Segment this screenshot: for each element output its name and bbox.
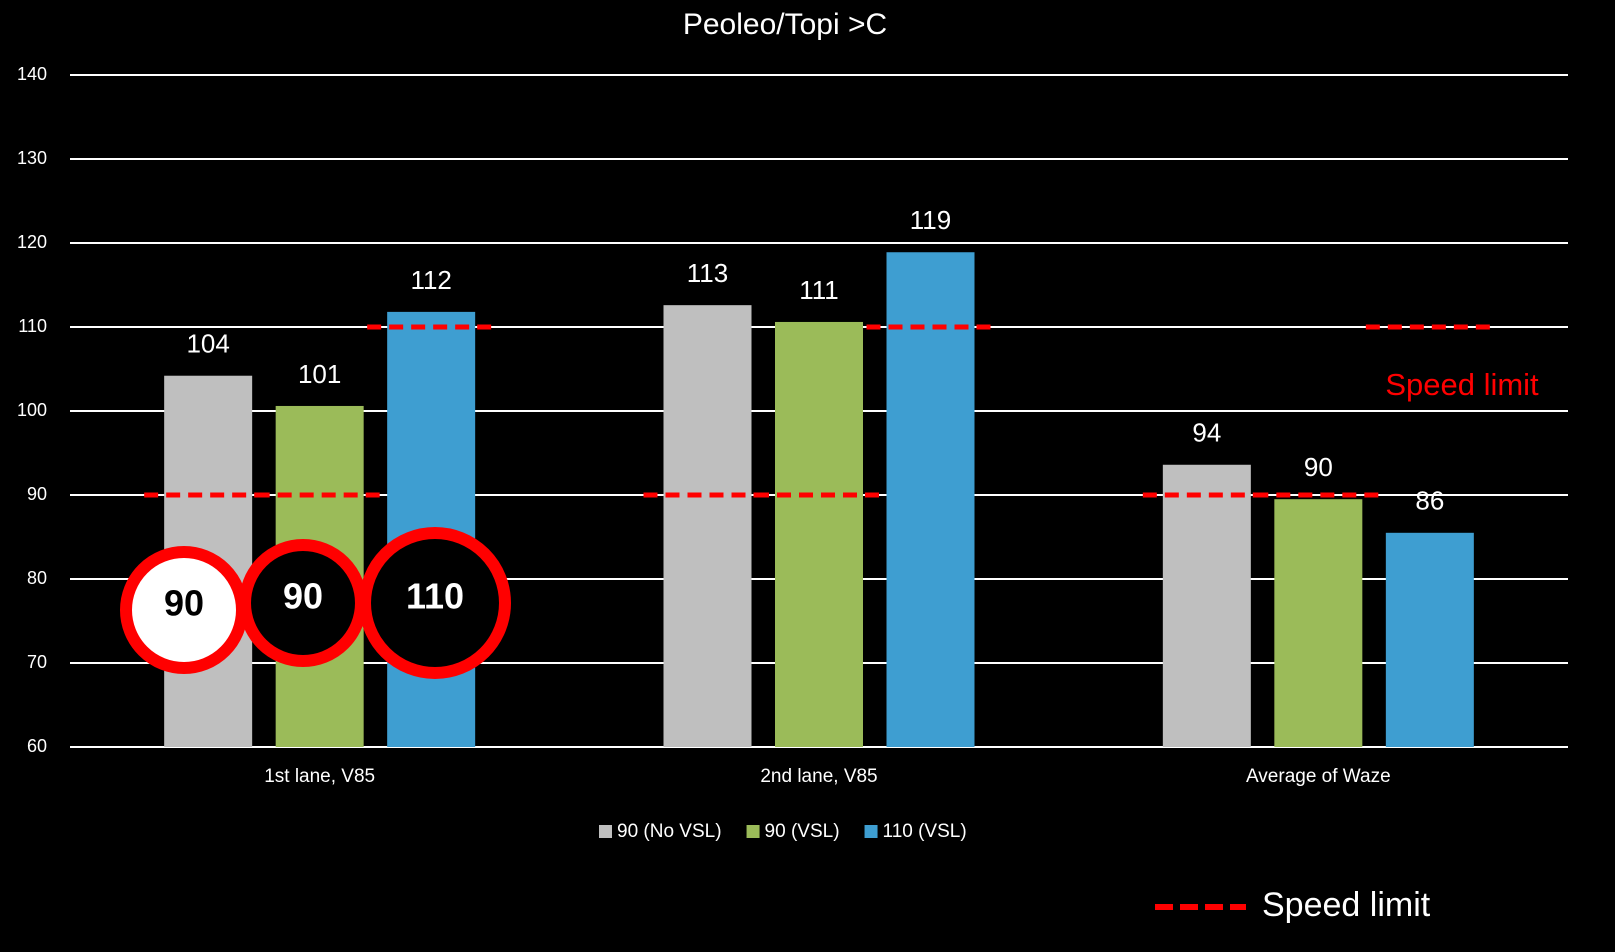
y-tick-label: 80 xyxy=(27,568,47,588)
bar xyxy=(1274,499,1363,747)
y-tick-label: 130 xyxy=(17,148,47,168)
legend-label: 110 (VSL) xyxy=(883,821,967,842)
x-tick-label: Average of Waze xyxy=(1246,766,1391,787)
data-label: 112 xyxy=(410,265,451,295)
data-label: 111 xyxy=(799,275,839,305)
x-tick-label: 1st lane, V85 xyxy=(264,766,375,787)
data-label: 101 xyxy=(298,359,341,389)
data-label: 104 xyxy=(186,329,229,359)
legend-swatch xyxy=(746,825,760,838)
legend-label: 90 (VSL) xyxy=(765,821,840,842)
bar xyxy=(663,305,752,747)
bar xyxy=(1385,532,1474,747)
bar xyxy=(775,321,863,747)
bar xyxy=(1162,464,1251,747)
speed-sign xyxy=(359,527,511,679)
y-tick-label: 60 xyxy=(27,736,47,756)
speed-limit-annotation: Speed limit xyxy=(1385,367,1539,402)
speed-sign-label: 90 xyxy=(283,576,323,617)
y-tick-label: 110 xyxy=(18,316,47,336)
speed-sign-label: 90 xyxy=(164,583,204,624)
data-label: 94 xyxy=(1192,418,1221,448)
y-tick-label: 90 xyxy=(27,484,47,504)
bar xyxy=(886,252,975,748)
data-label: 86 xyxy=(1415,486,1444,516)
y-tick-label: 100 xyxy=(17,400,47,420)
y-tick-label: 70 xyxy=(27,652,47,672)
data-label: 90 xyxy=(1304,452,1333,482)
legend-swatch xyxy=(864,825,878,838)
chart-title: Peoleo/Topi >C xyxy=(683,8,887,41)
data-label: 119 xyxy=(910,205,951,235)
x-tick-label: 2nd lane, V85 xyxy=(760,766,877,787)
y-tick-label: 140 xyxy=(17,64,47,84)
legend-label: 90 (No VSL) xyxy=(617,821,722,842)
speed-sign-label: 110 xyxy=(406,576,464,617)
legend-speed-limit-label: Speed limit xyxy=(1262,886,1431,924)
data-label: 113 xyxy=(687,258,728,288)
y-tick-label: 120 xyxy=(17,232,47,252)
legend-swatch xyxy=(599,825,612,838)
